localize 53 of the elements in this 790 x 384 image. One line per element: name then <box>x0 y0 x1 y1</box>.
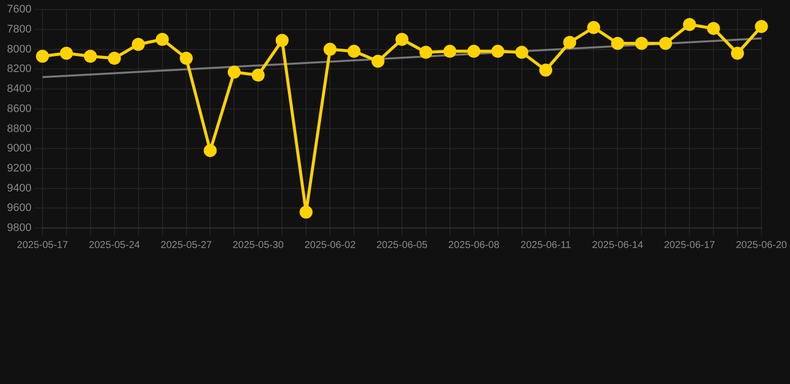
point <box>60 46 73 60</box>
point <box>84 50 97 63</box>
x-tick-label: 2025-05-27 <box>160 240 212 251</box>
point <box>180 52 193 65</box>
x-tick-label: 2025-06-05 <box>376 240 428 251</box>
point <box>683 18 696 31</box>
x-tick-label: 2025-05-30 <box>232 240 284 251</box>
y-tick-label: 7800 <box>6 23 32 36</box>
point <box>132 38 145 51</box>
point <box>443 44 456 58</box>
point <box>300 206 313 219</box>
x-tick-label: 2025-05-24 <box>88 240 140 251</box>
point <box>228 66 241 79</box>
point <box>730 46 744 60</box>
point <box>156 32 169 46</box>
y-tick-label: 9000 <box>6 142 32 155</box>
point <box>611 36 624 50</box>
y-tick-label: 8400 <box>6 83 32 96</box>
point <box>108 52 121 65</box>
point <box>204 144 217 158</box>
y-tick-label: 8000 <box>6 43 32 56</box>
y-tick-label: 9400 <box>6 182 32 194</box>
x-tick-label: 2025-06-20 <box>736 240 788 251</box>
y-tick-label: 8800 <box>6 122 32 135</box>
point <box>563 36 576 49</box>
point <box>395 32 408 46</box>
point <box>252 68 265 82</box>
point <box>348 44 361 58</box>
x-tick-label: 2025-05-17 <box>16 240 68 251</box>
x-tick-label: 2025-06-11 <box>520 240 572 251</box>
point <box>467 44 480 58</box>
y-tick-label: 9800 <box>6 222 32 234</box>
point <box>276 34 289 47</box>
y-tick-label: 8600 <box>6 102 32 115</box>
y-tick-label: 9200 <box>6 162 32 174</box>
point <box>419 46 432 59</box>
y-tick-label: 9600 <box>6 202 32 214</box>
point <box>659 36 672 50</box>
x-tick-label: 2025-06-08 <box>448 240 500 251</box>
x-tick-label: 2025-06-17 <box>664 240 716 251</box>
y-tick-label: 8200 <box>6 63 32 76</box>
point <box>515 46 528 59</box>
x-tick-label: 2025-06-02 <box>304 240 356 251</box>
point <box>324 42 337 56</box>
x-tick-label: 2025-06-14 <box>592 240 644 251</box>
point <box>371 54 384 68</box>
point <box>706 22 720 35</box>
point <box>754 20 768 33</box>
y-tick-label: 7600 <box>6 4 32 16</box>
point <box>635 36 648 50</box>
point <box>539 64 552 77</box>
point <box>587 20 600 34</box>
point <box>491 44 504 58</box>
